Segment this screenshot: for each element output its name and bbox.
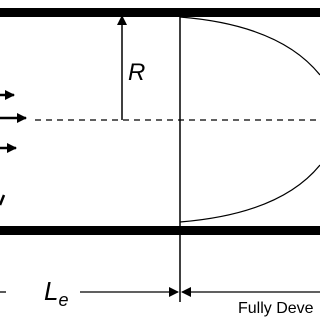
top-wall <box>0 8 320 17</box>
region-label: Fully Deve <box>238 300 314 317</box>
radius-label: R <box>128 59 145 86</box>
inlet-arrows <box>0 90 27 206</box>
profile-bottom <box>179 164 320 223</box>
profile-top <box>179 16 320 76</box>
symbol: L <box>44 276 58 306</box>
bottom-wall <box>0 226 320 235</box>
entrance-length-label: Le <box>44 276 68 310</box>
subscript: e <box>58 290 68 310</box>
